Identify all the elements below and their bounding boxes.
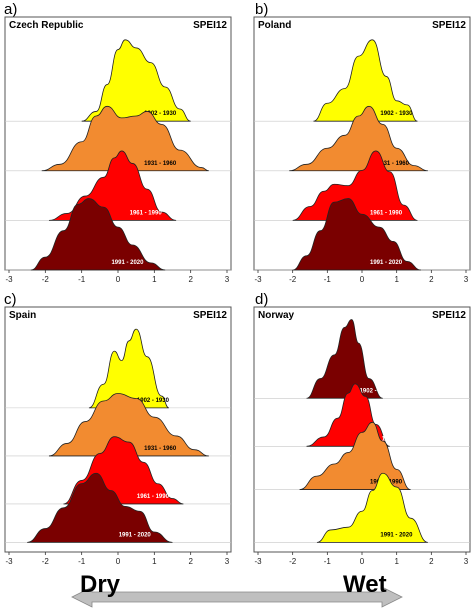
x-tick-label: 1 — [152, 275, 157, 284]
density-ridge-1961-1990 — [299, 421, 411, 490]
period-label: 1961 - 1990 — [130, 210, 163, 216]
x-tick-label: -3 — [5, 275, 13, 284]
x-tick-label: 3 — [225, 275, 230, 284]
x-tick-label: -1 — [78, 557, 86, 566]
period-label: 1902 - 1930 — [380, 111, 413, 117]
x-tick-label: -2 — [42, 557, 50, 566]
x-tick-label: 3 — [464, 275, 469, 284]
panel-a: a) 1902 - 1930 1931 - 1960 1961 - 1990 1991 … — [4, 1, 232, 284]
x-tick-label: 2 — [429, 557, 434, 566]
period-label: 1902 - 1930 — [360, 388, 393, 394]
density-ridge-1931-1960 — [41, 105, 209, 172]
country-title: Spain — [9, 310, 36, 321]
x-tick-label: -3 — [254, 275, 262, 284]
density-ridge-1902-1930 — [306, 319, 383, 399]
double-arrow-shape — [71, 586, 403, 608]
dry-wet-arrow: Dry Wet — [71, 571, 403, 608]
x-tick-label: 1 — [394, 275, 399, 284]
density-ridge-1961-1990 — [292, 150, 418, 221]
period-label: 1961 - 1990 — [137, 494, 170, 500]
period-label: 1902 - 1930 — [137, 398, 170, 404]
index-label: SPEI12 — [193, 20, 227, 31]
period-label: 1931 - 1960 — [144, 161, 177, 167]
panel-letter: b) — [255, 1, 268, 18]
x-tick-label: 0 — [116, 275, 121, 284]
period-label: 1991 - 2020 — [370, 260, 403, 266]
period-label: 1902 - 1930 — [144, 111, 177, 117]
density-ridge-1902-1930 — [81, 39, 191, 122]
density-ridge-1991-2020 — [316, 472, 428, 543]
density-ridge-1991-2020 — [27, 472, 173, 543]
density-ridge-1991-2020 — [30, 198, 166, 271]
period-label: 1991 - 2020 — [380, 532, 413, 538]
x-tick-label: 2 — [188, 557, 193, 566]
x-tick-label: -3 — [254, 557, 262, 566]
index-label: SPEI12 — [193, 310, 227, 321]
x-tick-label: 0 — [360, 275, 365, 284]
x-tick-label: 0 — [360, 557, 365, 566]
period-label: 1991 - 2020 — [119, 532, 152, 538]
x-tick-label: 1 — [394, 557, 399, 566]
x-tick-label: -2 — [42, 275, 50, 284]
country-title: Czech Republic — [9, 20, 84, 31]
x-tick-label: 3 — [464, 557, 469, 566]
x-tick-label: 2 — [188, 275, 193, 284]
density-ridge-1961-1990 — [48, 150, 177, 221]
x-tick-label: -3 — [5, 557, 13, 566]
density-ridge-1931-1960 — [48, 393, 209, 457]
country-title: Norway — [258, 310, 295, 321]
panel-b: b) 1902 - 1930 1931 - 1960 1961 - 1990 1991 … — [253, 1, 471, 284]
x-tick-label: -1 — [324, 275, 332, 284]
period-label: 1961 - 1990 — [370, 210, 403, 216]
density-ridge-1991-2020 — [292, 198, 421, 271]
period-label: 1931 - 1960 — [144, 446, 177, 452]
dry-label: Dry — [80, 571, 121, 598]
period-label: 1931 - 1960 — [377, 161, 410, 167]
country-title: Poland — [258, 20, 291, 31]
panel-letter: c) — [4, 291, 17, 308]
x-tick-label: 0 — [116, 557, 121, 566]
x-tick-label: -2 — [289, 275, 297, 284]
density-ridge-1931-1960 — [289, 105, 428, 172]
x-tick-label: 1 — [152, 557, 157, 566]
x-tick-label: 2 — [429, 275, 434, 284]
index-label: SPEI12 — [432, 20, 466, 31]
wet-label: Wet — [343, 571, 387, 598]
index-label: SPEI12 — [432, 310, 466, 321]
period-label: 1991 - 2020 — [111, 260, 144, 266]
x-tick-label: -2 — [289, 557, 297, 566]
density-ridge-1902-1930 — [313, 39, 418, 122]
x-tick-label: -1 — [324, 557, 332, 566]
x-tick-label: 3 — [225, 557, 230, 566]
density-ridge-1902-1930 — [88, 328, 170, 409]
panel-letter: a) — [4, 1, 17, 18]
panel-letter: d) — [255, 291, 268, 308]
panel-c: c) 1902 - 1930 1931 - 1960 1961 - 1990 1991 … — [4, 291, 232, 566]
x-tick-label: -1 — [78, 275, 86, 284]
